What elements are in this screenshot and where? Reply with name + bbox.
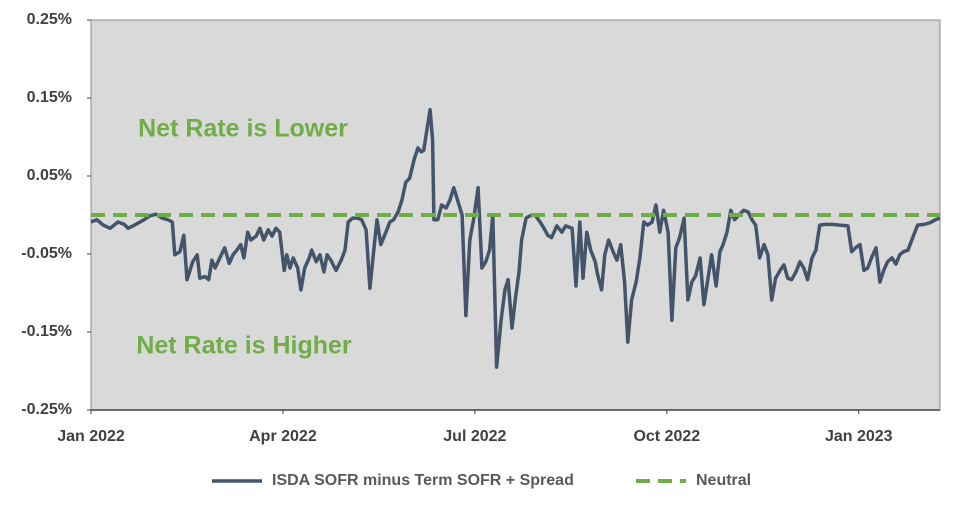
y-tick-label: -0.05% [21, 245, 72, 262]
legend-label: ISDA SOFR minus Term SOFR + Spread [272, 472, 574, 489]
x-tick-label: Jan 2022 [57, 428, 125, 445]
legend-label: Neutral [696, 472, 751, 489]
annotation: Net Rate is Higher [136, 332, 352, 360]
x-tick-label: Jul 2022 [443, 428, 506, 445]
y-tick-label: 0.05% [27, 167, 72, 184]
y-tick-label: -0.25% [21, 401, 72, 418]
series-line [90, 107, 941, 369]
x-tick-label: Apr 2022 [249, 428, 317, 445]
y-tick-label: 0.25% [27, 11, 72, 28]
annotation: Net Rate is Lower [138, 115, 348, 143]
y-tick-label: -0.15% [21, 323, 72, 340]
y-tick-label: 0.15% [27, 89, 72, 106]
x-tick-label: Oct 2022 [633, 428, 700, 445]
x-tick-label: Jan 2023 [825, 428, 893, 445]
